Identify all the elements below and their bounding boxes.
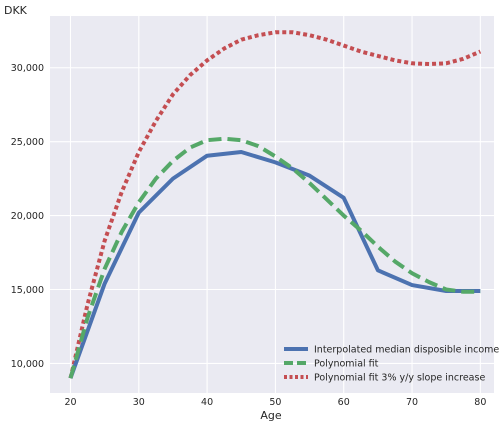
x-tick-label: 70	[406, 397, 418, 408]
x-axis-title: Age	[260, 409, 282, 422]
grid-lines	[50, 16, 494, 393]
legend-label-3: Polynomial fit 3% y/y slope increase	[314, 373, 485, 384]
y-tick-label: 30,000	[11, 63, 44, 74]
x-tick-label: 20	[64, 397, 76, 408]
x-tick-label: 50	[269, 397, 281, 408]
x-tick-label: 80	[474, 397, 486, 408]
series-layer	[68, 30, 482, 379]
y-tick-label: 20,000	[11, 211, 44, 222]
series-line-1	[68, 150, 481, 379]
y-tick-label: 15,000	[11, 285, 44, 296]
tick-labels: 20 30 40 50 60 70 80 10,000 15,000 20,000 25,000 30…	[11, 63, 487, 408]
series-line-3	[68, 30, 482, 379]
series-line-2	[68, 136, 481, 379]
x-tick-label: 60	[338, 397, 350, 408]
x-tick-label: 40	[201, 397, 213, 408]
legend-label-2: Polynomial fit	[314, 359, 379, 370]
y-tick-label: 10,000	[11, 359, 44, 370]
legend: Interpolated median disposible income Pol…	[284, 345, 499, 384]
x-tick-label: 30	[133, 397, 145, 408]
y-axis-title: DKK	[4, 4, 28, 17]
plot-background	[50, 16, 494, 393]
y-tick-label: 25,000	[11, 137, 44, 148]
legend-label-1: Interpolated median disposible income	[314, 345, 499, 356]
